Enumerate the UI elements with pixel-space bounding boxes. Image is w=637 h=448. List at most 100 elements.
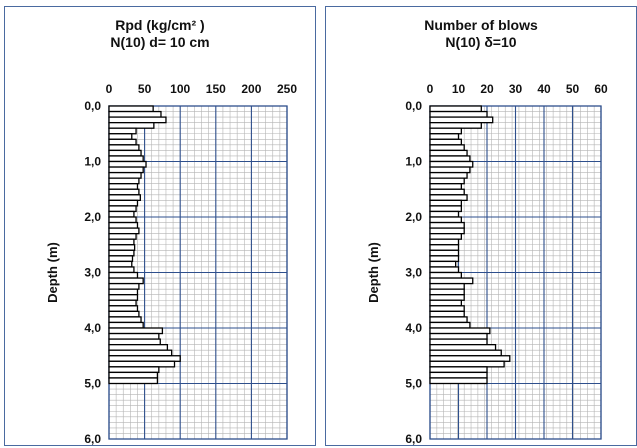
bar <box>429 127 463 135</box>
bar <box>108 238 135 246</box>
bar <box>429 110 488 118</box>
bar <box>108 316 142 324</box>
bar <box>429 260 457 268</box>
bar <box>429 183 463 190</box>
bar <box>108 188 140 196</box>
bar <box>108 177 140 185</box>
bar <box>108 183 139 190</box>
bar <box>429 366 488 374</box>
bar <box>429 232 463 240</box>
bar <box>108 277 144 285</box>
bar <box>108 249 135 257</box>
bar <box>108 255 134 263</box>
bar <box>429 343 497 351</box>
bar <box>429 355 511 362</box>
bar <box>108 371 159 379</box>
bar <box>108 122 155 129</box>
bar <box>429 360 505 368</box>
bar <box>108 144 140 152</box>
bar <box>108 171 142 179</box>
x-tick-label: 40 <box>537 82 551 96</box>
bar <box>429 282 465 290</box>
x-tick-label: 250 <box>277 82 297 96</box>
bar <box>108 110 162 118</box>
bar <box>108 244 136 251</box>
bar <box>429 249 460 257</box>
bar <box>429 277 474 285</box>
bar <box>108 155 144 163</box>
y-tick-label: 0,0 <box>405 99 422 113</box>
chart-rpd: 0 50 100 150 200 250 0,0 1,0 2,0 3,0 4,0 5,0 6,0 Dept… <box>45 82 297 445</box>
y-axis-label: Depth (m) <box>45 242 60 303</box>
bar <box>429 105 482 113</box>
bar <box>429 177 465 185</box>
x-tick-label: 60 <box>594 82 608 96</box>
chart-title: Number of blows <box>424 17 538 33</box>
bar <box>429 338 488 346</box>
y-tick-label: 6,0 <box>84 432 101 445</box>
y-axis-label: Depth (m) <box>366 242 381 303</box>
bar <box>429 216 463 224</box>
bar <box>108 271 139 279</box>
bar <box>108 299 137 307</box>
bar <box>108 360 176 368</box>
x-tick-label: 30 <box>509 82 523 96</box>
y-tick-label: 3,0 <box>84 266 101 280</box>
bar <box>108 338 161 346</box>
y-tick-label: 0,0 <box>84 99 101 113</box>
bar <box>108 232 137 240</box>
bar <box>108 210 135 218</box>
bar <box>108 216 137 224</box>
bar <box>108 366 160 374</box>
bar <box>108 160 147 168</box>
bar <box>429 138 463 146</box>
x-tick-label: 10 <box>452 82 466 96</box>
bar <box>108 332 160 340</box>
bar <box>108 199 139 207</box>
bar <box>108 266 135 274</box>
bar <box>429 205 463 213</box>
bar <box>429 160 474 168</box>
bar <box>108 288 139 296</box>
bar <box>429 266 460 274</box>
bar <box>429 122 482 129</box>
bar <box>108 377 159 385</box>
x-tick-label: 150 <box>206 82 226 96</box>
bar <box>429 221 465 229</box>
bar <box>429 149 468 157</box>
bar <box>429 332 488 340</box>
bar <box>429 271 463 279</box>
bar <box>108 343 169 351</box>
bar <box>429 288 465 296</box>
bar <box>429 144 465 152</box>
bar <box>429 244 460 251</box>
bar <box>108 149 142 157</box>
bar <box>108 138 137 146</box>
bar <box>429 316 468 324</box>
y-tick-label: 1,0 <box>405 155 422 169</box>
bar <box>429 133 460 140</box>
y-tick-label: 4,0 <box>84 321 101 335</box>
chart-subtitle: N(10) d= 10 cm <box>110 34 210 50</box>
bar <box>108 282 140 290</box>
bar <box>429 210 460 218</box>
bars <box>108 105 181 385</box>
bar <box>108 327 164 335</box>
y-tick-label: 3,0 <box>405 266 422 280</box>
bar <box>429 155 471 163</box>
bars <box>429 105 511 385</box>
bar <box>108 294 139 301</box>
chart-title: Rpd (kg/cm² ) <box>115 17 205 33</box>
bar <box>429 349 502 357</box>
y-tick-label: 6,0 <box>405 432 422 445</box>
y-tick-label: 2,0 <box>405 210 422 224</box>
bar <box>108 116 167 124</box>
bar <box>429 371 488 379</box>
bar <box>108 349 173 357</box>
bar <box>429 299 463 307</box>
bar <box>429 199 463 207</box>
bar <box>429 227 465 235</box>
bar <box>108 127 137 135</box>
x-tick-label: 0 <box>427 82 434 96</box>
y-tick-label: 1,0 <box>84 155 101 169</box>
